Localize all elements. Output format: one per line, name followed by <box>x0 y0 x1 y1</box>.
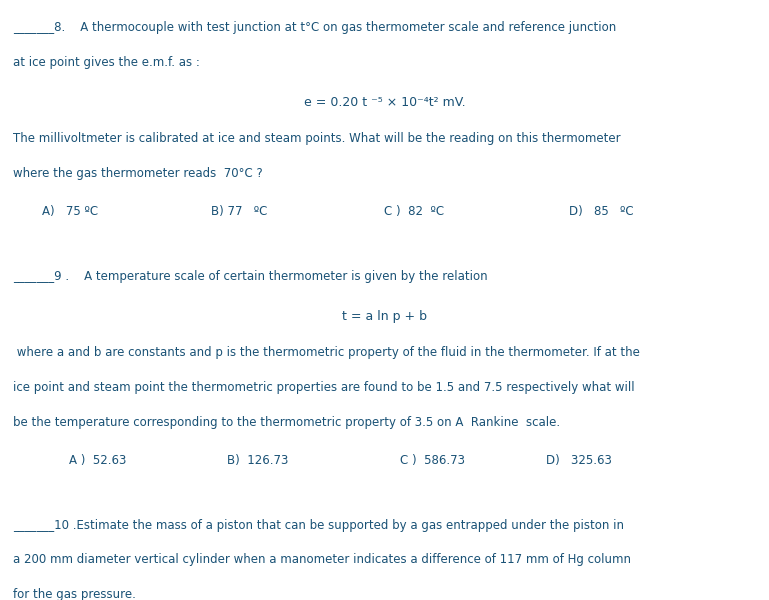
Text: t = a ln p + b: t = a ln p + b <box>342 310 427 323</box>
Text: The millivoltmeter is calibrated at ice and steam points. What will be the readi: The millivoltmeter is calibrated at ice … <box>13 133 621 145</box>
Text: _______9 .    A temperature scale of certain thermometer is given by the relatio: _______9 . A temperature scale of certai… <box>13 270 488 283</box>
Text: B)  126.73: B) 126.73 <box>227 454 288 467</box>
Text: where the gas thermometer reads  70°C ?: where the gas thermometer reads 70°C ? <box>13 167 263 180</box>
Text: e = 0.20 t ⁻⁵ × 10⁻⁴t² mV.: e = 0.20 t ⁻⁵ × 10⁻⁴t² mV. <box>304 96 465 109</box>
Text: at ice point gives the e.m.f. as :: at ice point gives the e.m.f. as : <box>13 56 200 69</box>
Text: A )  52.63: A ) 52.63 <box>69 454 127 467</box>
Text: A)   75 ºC: A) 75 ºC <box>42 205 98 218</box>
Text: a 200 mm diameter vertical cylinder when a manometer indicates a difference of 1: a 200 mm diameter vertical cylinder when… <box>13 553 631 566</box>
Text: ice point and steam point the thermometric properties are found to be 1.5 and 7.: ice point and steam point the thermometr… <box>13 381 634 394</box>
Text: C )  586.73: C ) 586.73 <box>400 454 465 467</box>
Text: D)   85   ºC: D) 85 ºC <box>569 205 634 218</box>
Text: _______10 .Estimate the mass of a piston that can be supported by a gas entrappe: _______10 .Estimate the mass of a piston… <box>13 518 624 532</box>
Text: C )  82  ºC: C ) 82 ºC <box>384 205 444 218</box>
Text: where a and b are constants and p is the thermometric property of the fluid in t: where a and b are constants and p is the… <box>13 346 640 359</box>
Text: be the temperature corresponding to the thermometric property of 3.5 on A  Ranki: be the temperature corresponding to the … <box>13 416 560 429</box>
Text: _______8.    A thermocouple with test junction at t°C on gas thermometer scale a: _______8. A thermocouple with test junct… <box>13 21 616 34</box>
Text: D)   325.63: D) 325.63 <box>546 454 612 467</box>
Text: for the gas pressure.: for the gas pressure. <box>13 588 136 600</box>
Text: B) 77   ºC: B) 77 ºC <box>211 205 268 218</box>
